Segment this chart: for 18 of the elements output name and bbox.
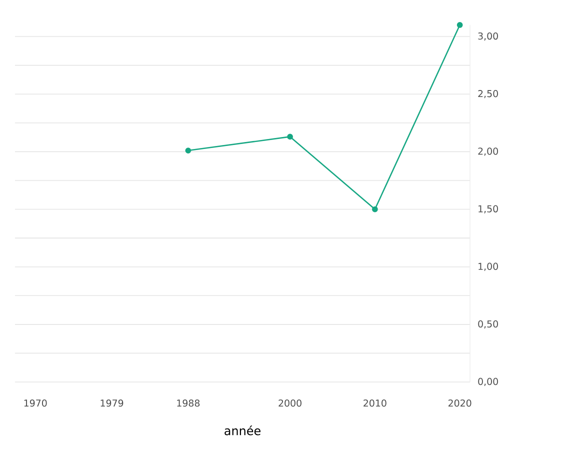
y-tick-label: 0,50 bbox=[478, 320, 498, 328]
point bbox=[185, 148, 192, 154]
point bbox=[287, 134, 293, 140]
x-tick-label: 1988 bbox=[177, 400, 200, 407]
point bbox=[372, 206, 378, 212]
x-tick-label: 2010 bbox=[364, 400, 386, 407]
x-tick-label: 1970 bbox=[24, 400, 47, 407]
x-axis-title: année bbox=[224, 426, 260, 436]
y-tick-label: 2,50 bbox=[478, 90, 498, 98]
y-tick-label: 1,00 bbox=[478, 262, 498, 271]
y-tick-label: 0,00 bbox=[478, 378, 498, 386]
x-tick-label: 2000 bbox=[278, 400, 302, 407]
x-tick-label: 1979 bbox=[100, 400, 124, 407]
point bbox=[456, 22, 463, 28]
y-tick-label: 3,00 bbox=[478, 32, 498, 41]
y-tick-label: 2,00 bbox=[478, 148, 498, 156]
y-tick-label: 1,50 bbox=[478, 205, 498, 214]
x-tick-label: 2020 bbox=[448, 400, 472, 407]
